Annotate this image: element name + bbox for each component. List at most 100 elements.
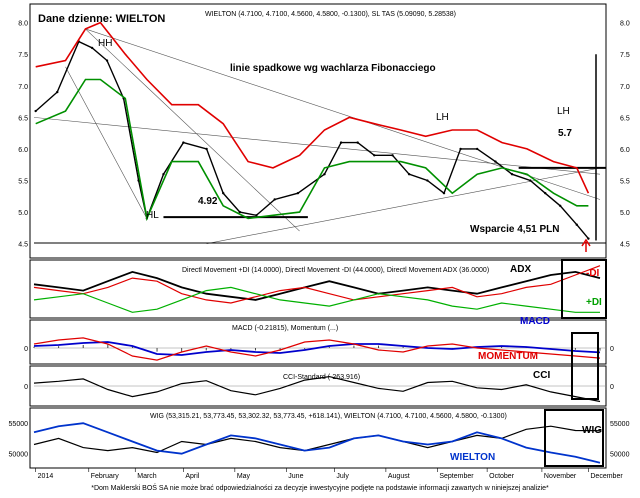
price-point	[222, 191, 225, 195]
x-tick-label: August	[388, 473, 410, 480]
price-y-tick-right: 7.5	[620, 52, 630, 59]
price-y-tick-right: 7.0	[620, 84, 630, 91]
price-point	[510, 173, 514, 176]
x-tick-label: April	[185, 473, 199, 480]
price-point	[558, 204, 562, 207]
indicator-y-tick-right: 55000	[610, 421, 630, 428]
price-y-tick-right: 8.0	[620, 21, 630, 28]
series-sl-tas-lower	[35, 78, 589, 222]
series-macd	[33, 341, 601, 356]
series--di	[33, 265, 601, 304]
annotation-hh: HH	[98, 38, 112, 49]
indicator-y-tick-right: 0	[610, 346, 614, 353]
price-point	[529, 179, 532, 182]
price-point	[273, 198, 276, 201]
label-wig: WIG	[582, 425, 602, 436]
price-header: WIELTON (4.7100, 4.7100, 4.5600, 4.5800,…	[205, 11, 456, 18]
fibonacci-fan-line	[206, 167, 601, 244]
x-tick-label: November	[544, 473, 577, 480]
price-point	[105, 59, 109, 62]
price-point	[407, 173, 411, 176]
price-y-tick-right: 5.5	[620, 179, 630, 186]
price-y-tick-left: 6.0	[18, 147, 28, 154]
annotation-57: 5.7	[558, 128, 572, 139]
fibonacci-fan-line	[85, 28, 300, 232]
price-point	[34, 109, 37, 113]
x-tick-label: December	[590, 473, 623, 480]
footer-disclaimer: *Dom Maklerski BOŚ SA nie może brać odpo…	[91, 483, 549, 492]
annotation-support: Wsparcie 4,51 PLN	[470, 224, 559, 235]
price-point	[205, 147, 208, 151]
price-point	[475, 147, 479, 151]
label-momentum: MOMENTUM	[478, 351, 538, 362]
highlight-box-wig	[544, 409, 604, 467]
chart-title: Dane dzienne: WIELTON	[38, 13, 165, 25]
price-y-tick-right: 5.0	[620, 210, 630, 217]
price-point	[182, 141, 185, 144]
price-panel	[29, 3, 607, 259]
price-point	[587, 237, 590, 240]
price-point	[323, 173, 326, 176]
indicator-y-tick-right: 0	[610, 384, 614, 391]
price-y-tick-left: 7.5	[18, 52, 28, 59]
label-adx: ADX	[510, 264, 531, 275]
dmi-panel	[29, 259, 607, 319]
dmi-header: Directl Movement +DI (14.0000), Directl …	[182, 267, 489, 274]
annotation-fib: linie spadkowe wg wachlarza Fibonacciego	[230, 63, 436, 74]
price-y-tick-left: 6.5	[18, 115, 28, 122]
x-tick-label: July	[336, 473, 349, 480]
price-point	[339, 141, 343, 144]
indicator-y-tick: 0	[24, 346, 28, 353]
price-point	[296, 191, 300, 195]
series-wielton	[33, 422, 601, 464]
label-wielton: WIELTON	[450, 452, 495, 463]
price-point	[575, 223, 578, 226]
macd-header: MACD (-0.21815), Momentum (...)	[232, 325, 338, 332]
price-point	[356, 141, 359, 144]
price-y-tick-right: 4.5	[620, 242, 630, 249]
price-y-tick-right: 6.5	[620, 115, 630, 122]
label-minus-di: -DI	[586, 268, 600, 279]
series-cci	[33, 375, 601, 403]
macd-panel	[29, 319, 607, 365]
indicator-y-tick: 55000	[9, 421, 29, 428]
x-tick-label: September	[439, 473, 474, 480]
x-tick-label: October	[489, 473, 515, 480]
series-adx	[33, 270, 601, 301]
wig-header: WIG (53,315.21, 53,773.45, 53,302.32, 53…	[150, 413, 507, 420]
annotation-lh-1: LH	[436, 112, 449, 123]
annotation-hl: HL	[146, 210, 159, 221]
price-point	[494, 160, 497, 163]
price-y-tick-left: 5.0	[18, 210, 28, 217]
highlight-box-dmi	[561, 259, 607, 319]
x-tick-label: May	[237, 473, 251, 480]
price-point	[459, 147, 462, 151]
red-arrow-icon	[581, 238, 591, 252]
wig-panel	[29, 407, 607, 469]
price-y-tick-left: 8.0	[18, 21, 28, 28]
x-tick-label: March	[137, 473, 157, 480]
price-point	[255, 214, 258, 217]
price-point	[56, 90, 59, 94]
series-sl-tas-upper	[35, 21, 590, 194]
indicator-y-tick: 50000	[9, 452, 29, 459]
price-point	[442, 191, 446, 195]
cci-header: CCI-Standard (-263.916)	[283, 374, 360, 381]
price-y-tick-left: 4.5	[18, 242, 28, 249]
price-y-tick-left: 5.5	[18, 179, 28, 186]
price-point	[373, 154, 376, 157]
price-point	[544, 191, 547, 195]
label-plus-di: +DI	[586, 297, 602, 308]
price-y-tick-right: 6.0	[620, 147, 630, 154]
series-wig	[33, 425, 601, 454]
price-point	[162, 173, 165, 176]
annotation-lh-2: LH	[557, 106, 570, 117]
x-tick-label: February	[91, 473, 120, 480]
indicator-y-tick: 0	[24, 384, 28, 391]
series-momentum	[33, 337, 601, 361]
label-macd: MACD	[520, 316, 550, 327]
price-point	[90, 46, 94, 50]
indicator-y-tick-right: 50000	[610, 452, 630, 459]
price-point	[238, 210, 242, 214]
